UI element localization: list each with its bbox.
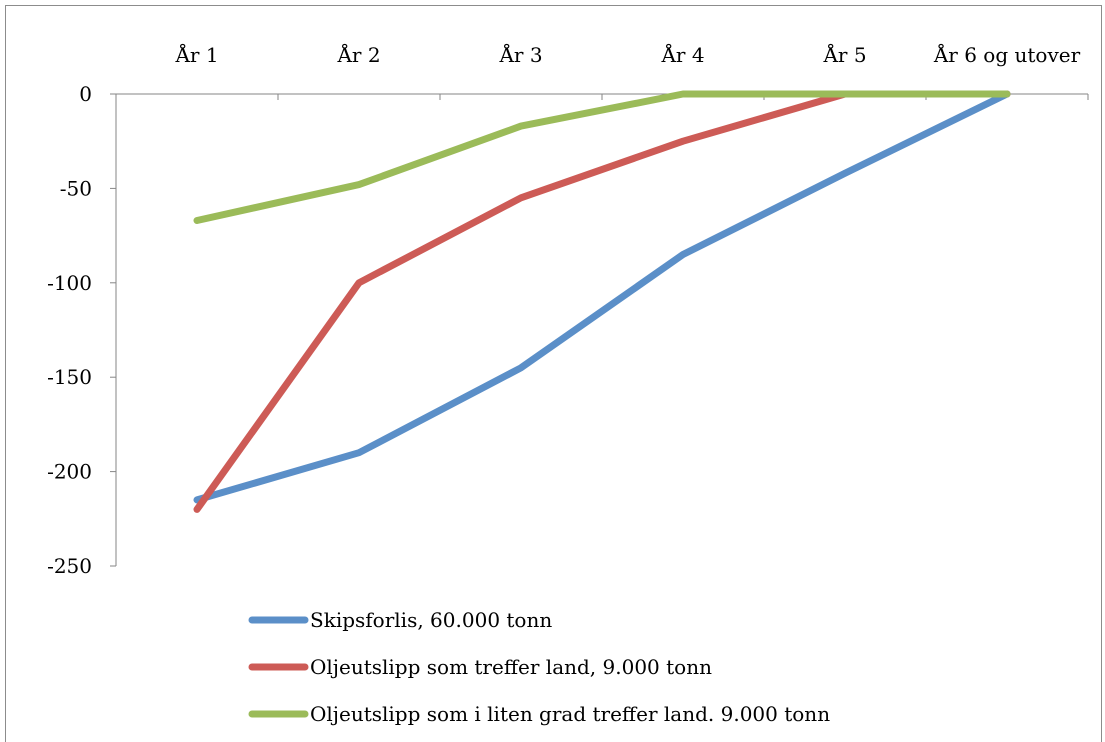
chart-border: [5, 5, 1102, 742]
legend-label-2: Oljeutslipp som treffer land, 9.000 tonn: [310, 655, 712, 679]
x-tick-label: År 4: [660, 42, 704, 67]
y-tick-label: -50: [60, 176, 92, 200]
series-line-1: [193, 90, 1011, 504]
x-tick-label: År 5: [822, 42, 866, 67]
legend-label-3: Oljeutslipp som i liten grad treffer lan…: [310, 702, 830, 726]
x-tick-label: År 3: [498, 42, 542, 67]
y-tick-label: -200: [47, 460, 92, 484]
x-tick-label: År 1: [174, 42, 218, 67]
y-tick-label: 0: [79, 82, 92, 106]
y-tick-label: -150: [47, 365, 92, 389]
legend-label-1: Skipsforlis, 60.000 tonn: [310, 608, 552, 632]
series-line-3: [193, 90, 1011, 224]
x-tick-label: År 2: [336, 42, 380, 67]
y-tick-label: -250: [47, 554, 92, 578]
x-tick-label: År 6 og utover: [933, 42, 1081, 67]
y-tick-label: -100: [47, 271, 92, 295]
